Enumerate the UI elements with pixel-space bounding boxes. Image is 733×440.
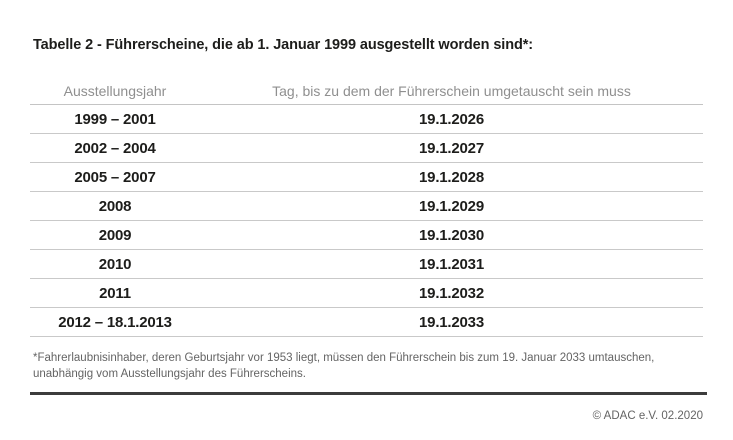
cell-exchange-deadline: 19.1.2026 (419, 110, 484, 128)
cell-exchange-deadline: 19.1.2032 (419, 284, 484, 302)
cell-exchange-deadline: 19.1.2028 (419, 168, 484, 186)
cell-issue-years: 2008 (98, 197, 132, 215)
cell-issue-years: 2005 – 2007 (74, 168, 156, 186)
table-row: 2002 – 2004 19.1.2027 (30, 134, 703, 163)
cell-exchange-deadline: 19.1.2027 (419, 139, 484, 157)
cell-issue-years: 2012 – 18.1.2013 (58, 313, 172, 331)
cell-issue-years: 2010 (98, 255, 132, 273)
table-body: 1999 – 2001 19.1.2026 2002 – 2004 19.1.2… (30, 105, 703, 337)
cell-issue-years: 2009 (98, 226, 132, 244)
page-title: Tabelle 2 - Führerscheine, die ab 1. Jan… (33, 37, 534, 53)
table-row: 2012 – 18.1.2013 19.1.2033 (30, 308, 703, 337)
column-header-issue-year: Ausstellungsjahr (63, 83, 167, 99)
table-row: 2008 19.1.2029 (30, 192, 703, 221)
cell-issue-years: 2011 (99, 284, 131, 302)
table-header-row: Ausstellungsjahr Tag, bis zu dem der Füh… (30, 78, 703, 105)
footnote-text: *Fahrerlaubnisinhaber, deren Geburtsjahr… (33, 352, 655, 381)
table-row: 2010 19.1.2031 (30, 250, 703, 279)
cell-issue-years: 2002 – 2004 (74, 139, 156, 157)
cell-exchange-deadline: 19.1.2033 (419, 313, 484, 331)
license-exchange-table: Ausstellungsjahr Tag, bis zu dem der Füh… (30, 78, 703, 337)
bottom-divider (30, 392, 707, 395)
table-row: 1999 – 2001 19.1.2026 (30, 105, 703, 134)
cell-issue-years: 1999 – 2001 (74, 110, 156, 128)
cell-exchange-deadline: 19.1.2030 (419, 226, 484, 244)
table-row: 2009 19.1.2030 (30, 221, 703, 250)
table-row: 2005 – 2007 19.1.2028 (30, 163, 703, 192)
table-row: 2011 19.1.2032 (30, 279, 703, 308)
copyright-text: © ADAC e.V. 02.2020 (592, 410, 703, 422)
column-header-exchange-deadline: Tag, bis zu dem der Führerschein umgetau… (272, 83, 631, 99)
cell-exchange-deadline: 19.1.2031 (419, 255, 484, 273)
cell-exchange-deadline: 19.1.2029 (419, 197, 484, 215)
